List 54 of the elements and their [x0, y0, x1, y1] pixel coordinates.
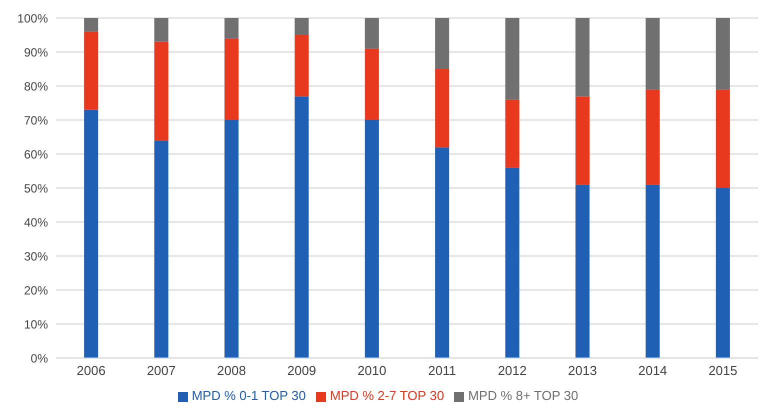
bar — [84, 110, 98, 358]
bar — [575, 18, 590, 96]
bar — [154, 140, 168, 358]
x-tick-label: 2011 — [428, 363, 456, 378]
y-tick-label: 70% — [24, 113, 48, 128]
bar — [154, 42, 168, 140]
y-tick-label: 30% — [24, 249, 48, 264]
bar — [364, 120, 379, 358]
bar — [224, 38, 239, 120]
bar — [294, 18, 309, 35]
x-tick-label: 2008 — [217, 363, 246, 378]
bar — [435, 69, 450, 148]
y-tick-label: 60% — [24, 147, 48, 162]
bar — [505, 168, 520, 358]
bar — [294, 35, 309, 96]
y-tick-label: 50% — [24, 181, 48, 196]
y-tick-label: 80% — [24, 79, 48, 94]
bar — [575, 96, 590, 185]
legend-label: MPD % 8+ TOP 30 — [468, 388, 578, 403]
legend-label: MPD % 2-7 TOP 30 — [330, 388, 444, 403]
bar — [435, 18, 450, 69]
bar — [84, 18, 98, 32]
bar — [435, 147, 450, 358]
y-tick-label: 0% — [30, 351, 48, 366]
bar — [505, 18, 520, 100]
bar — [224, 120, 239, 358]
y-tick-label: 10% — [24, 317, 48, 332]
bar — [646, 18, 660, 90]
bar — [294, 96, 309, 358]
x-tick-label: 2010 — [357, 363, 386, 378]
x-tick-label: 2006 — [76, 363, 106, 378]
x-tick-label: 2012 — [498, 363, 527, 378]
x-tick-label: 2009 — [287, 363, 316, 378]
bar — [716, 18, 730, 90]
legend-label: MPD % 0-1 TOP 30 — [192, 388, 306, 403]
y-tick-label: 90% — [24, 45, 48, 60]
bar — [505, 100, 520, 168]
x-tick-label: 2007 — [146, 363, 176, 378]
bar — [154, 18, 168, 42]
y-tick-label: 40% — [24, 215, 48, 230]
bar — [716, 89, 730, 188]
y-tick-label: 100% — [17, 11, 48, 26]
bar — [716, 188, 730, 358]
bar — [364, 18, 379, 49]
bar — [646, 184, 660, 358]
bar — [646, 89, 660, 185]
x-tick-label: 2014 — [638, 363, 668, 378]
bar — [364, 48, 379, 120]
x-tick-label: 2013 — [568, 363, 597, 378]
x-tick-label: 2015 — [708, 363, 738, 378]
bar — [224, 18, 239, 38]
bar — [575, 184, 590, 358]
bar — [84, 32, 98, 110]
y-tick-label: 20% — [24, 283, 48, 298]
